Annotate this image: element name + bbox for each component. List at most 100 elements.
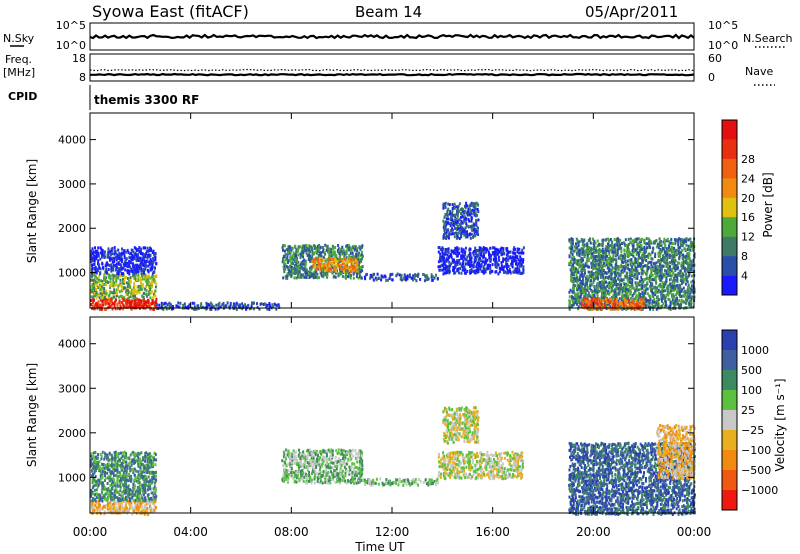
heatmap-cell [110,453,113,457]
heatmap-cell [102,293,105,297]
heatmap-cell [90,288,93,292]
heatmap-cell [681,261,684,265]
heatmap-cell [521,271,524,275]
heatmap-cell [92,484,95,488]
heatmap-cell [144,255,147,259]
heatmap-cell [183,302,186,306]
heatmap-cell [601,242,604,245]
heatmap-cell [170,307,173,311]
heatmap-cell [120,260,123,264]
heatmap-cell [459,224,462,228]
heatmap-cell [124,250,127,254]
heatmap-cell [347,260,350,263]
heatmap-cell [688,256,691,260]
heatmap-cell [329,249,331,252]
heatmap-cell [588,265,591,269]
heatmap-cell [651,250,654,254]
heatmap-cell [512,255,514,259]
heatmap-cell [596,305,599,309]
heatmap-cell [158,303,161,307]
heatmap-cell [665,276,668,280]
heatmap-cell [371,275,374,279]
heatmap-cell [450,255,453,259]
heatmap-cell [289,256,292,260]
heatmap-cell [518,267,521,271]
heatmap-cell [371,273,374,277]
heatmap-cell [151,278,154,282]
heatmap-cell [444,201,447,205]
heatmap-cell [598,263,601,266]
heatmap-cell [637,257,640,261]
heatmap-cell [617,303,619,307]
heatmap-cell [403,276,406,280]
heatmap-cell [323,256,326,260]
heatmap-cell [660,278,663,282]
heatmap-cell [506,266,508,270]
heatmap-cell [272,305,275,309]
heatmap-cell [295,268,298,272]
heatmap-cell [113,274,116,278]
heatmap-cell [636,259,639,263]
heatmap-cell [440,255,443,259]
heatmap-cell [657,246,660,250]
heatmap-cell [578,282,581,286]
heatmap-cell [678,237,680,241]
heatmap-cell [442,236,445,240]
heatmap-cell [122,499,125,503]
heatmap-cell [617,271,620,275]
heatmap-cell [138,288,141,292]
heatmap-cell [522,271,525,274]
heatmap-cell [572,239,574,243]
heatmap-cell [98,296,101,300]
heatmap-cell [443,271,446,275]
heatmap-cell [652,305,655,309]
heatmap-cell [96,508,99,512]
heatmap-cell [461,265,464,269]
heatmap-cell [141,260,144,264]
heatmap-cell [601,270,604,274]
heatmap-cell [685,301,687,305]
heatmap-cell [147,512,150,516]
heatmap-cell [575,269,578,273]
heatmap-cell [622,254,624,258]
heatmap-cell [474,234,477,238]
heatmap-cell [639,239,642,242]
heatmap-cell [232,302,235,306]
heatmap-cell [104,476,107,480]
heatmap-cell [655,307,658,311]
heatmap-cell [593,260,596,264]
heatmap-cell [146,510,149,514]
heatmap-cell [352,261,355,265]
heatmap-cell [652,291,655,295]
heatmap-cell [507,264,510,268]
heatmap-cell [586,274,588,278]
heatmap-cell [352,258,355,262]
heatmap-cell [124,503,127,507]
heatmap-cell [627,245,629,249]
heatmap-cell [607,282,610,285]
heatmap-cell [93,286,96,290]
heatmap-cell [670,241,673,245]
heatmap-cell [466,235,469,239]
heatmap-cell [489,254,492,258]
heatmap-cell [448,203,451,207]
heatmap-cell [108,284,111,288]
heatmap-cell [331,271,334,274]
heatmap-cell [129,276,132,280]
heatmap-cell [121,508,124,512]
heatmap-cell [383,274,386,278]
heatmap-cell [283,244,286,248]
heatmap-cell [126,281,128,285]
heatmap-cell [653,276,656,280]
heatmap-cell [135,258,138,262]
heatmap-cell [151,285,153,288]
heatmap-cell [463,231,466,235]
heatmap-cell [338,248,341,252]
heatmap-cell [327,269,330,273]
heatmap-cell [680,264,683,268]
heatmap-cell [651,283,654,287]
heatmap-cell [105,308,107,311]
heatmap-cell [320,254,323,258]
heatmap-cell [151,267,154,271]
heatmap-cell [651,290,654,294]
